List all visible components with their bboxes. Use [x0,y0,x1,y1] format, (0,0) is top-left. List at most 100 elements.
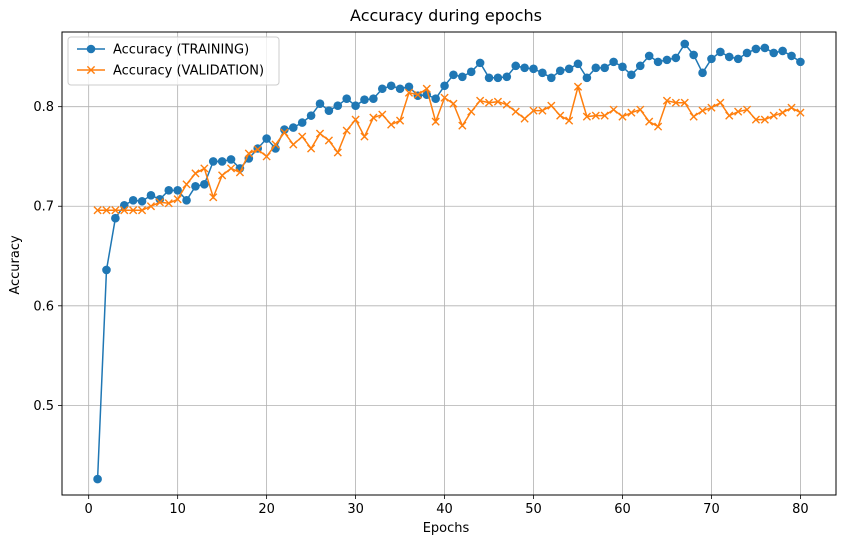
data-point-validation [547,101,556,110]
data-point-validation [529,106,538,115]
data-point-training [644,51,654,61]
data-point-validation [742,105,752,114]
data-point-validation [618,112,627,121]
data-point-training [573,59,583,69]
data-point-training [431,94,440,104]
x-tick-label: 20 [258,502,275,517]
data-point-validation [102,206,111,215]
data-point-training [582,73,592,83]
plot-frame [61,31,837,496]
legend-swatch-marker [86,44,96,54]
grid [62,32,836,495]
data-point-validation [235,168,245,177]
data-point-training [511,61,521,71]
data-point-validation [395,116,405,125]
data-point-training [635,61,645,71]
data-point-validation [218,171,227,180]
data-point-training [538,68,547,78]
data-point-training [182,195,191,205]
data-point-validation [307,144,316,153]
data-point-training [796,57,805,67]
data-point-validation [707,103,716,112]
data-point-validation [573,82,583,91]
chart-title: Accuracy during epochs [350,6,542,25]
data-point-training [662,55,672,65]
data-point-validation [689,112,698,121]
data-point-validation [511,107,520,116]
data-point-training [217,157,227,166]
data-point-validation [226,164,236,173]
data-point-training [742,48,752,58]
data-point-training [466,67,476,77]
y-axis-label: Accuracy [8,235,23,295]
data-point-validation [342,126,351,135]
data-point-validation [369,113,378,122]
data-point-training [333,101,343,110]
data-point-training [484,73,494,83]
data-point-validation [751,115,761,124]
data-point-validation [662,96,672,105]
data-point-validation [725,111,734,120]
x-axis-label: Epochs [423,521,470,536]
data-point-validation [333,148,342,157]
data-point-validation [93,206,102,215]
data-point-validation [520,114,529,123]
data-point-validation [164,199,173,208]
data-point-validation [556,111,565,120]
data-point-training [751,44,761,54]
data-point-training [618,62,627,72]
data-point-validation [360,132,369,141]
data-point-training [306,111,316,120]
data-point-validation [422,84,431,93]
legend-box [67,36,280,86]
data-point-validation [324,136,333,145]
data-point-validation [565,116,574,125]
x-tick-label: 30 [347,502,364,517]
data-point-training [653,57,663,67]
data-point-validation [600,111,609,120]
data-point-training [164,186,174,195]
data-point-training [93,474,102,484]
data-point-training [226,155,236,164]
data-point-validation [778,108,787,117]
data-point-training [297,118,307,127]
data-point-training [493,73,503,83]
x-tick-label: 0 [85,502,93,517]
data-point-validation [378,110,387,119]
data-point-validation [493,97,503,106]
data-point-validation [244,149,253,158]
data-point-training [119,200,129,210]
x-axis-ticks: 0 10 20 30 40 50 60 70 80 [85,495,809,517]
y-tick-label: 0.5 [33,399,54,414]
data-point-training [173,186,182,195]
data-point-training [475,58,485,68]
data-point-training [315,99,325,108]
data-point-training [342,94,351,104]
data-point-validation [591,111,600,120]
data-point-training [102,265,111,275]
data-point-training [760,43,770,53]
y-tick-label: 0.6 [33,299,54,314]
data-point-training [280,125,289,134]
data-point-validation [173,195,182,204]
data-point-validation [769,111,778,120]
data-point-training [724,52,734,62]
data-point-training [520,63,529,73]
data-point-training [377,84,387,94]
legend-item-training: Accuracy (TRAINING) [77,43,249,58]
data-point-validation [387,120,396,129]
data-point-validation [582,112,591,121]
data-point-validation [129,206,138,215]
series-layer [93,39,805,484]
data-point-validation [253,145,262,154]
data-point-training [128,195,138,205]
data-point-training [547,73,556,83]
legend-swatch-marker [86,65,96,75]
data-point-training [324,106,334,115]
data-point-training [208,157,218,166]
data-point-validation [734,107,743,116]
data-point-training [111,213,120,223]
data-point-validation [476,96,485,105]
data-point-validation [351,115,360,124]
